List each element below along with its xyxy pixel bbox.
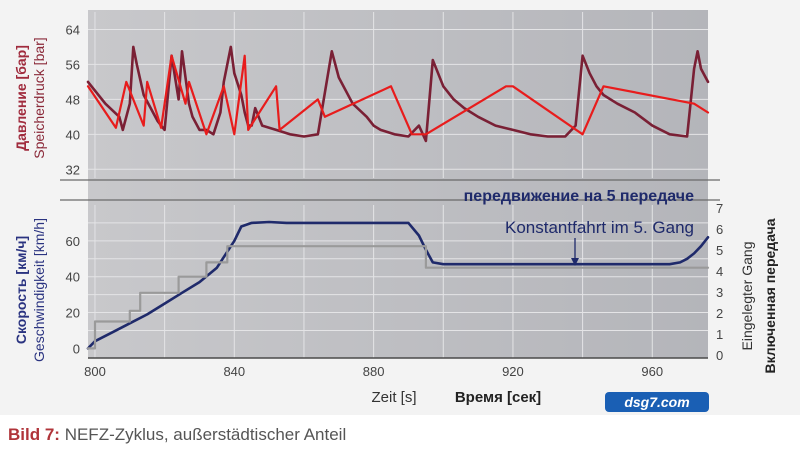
speed-tick-label: 40 <box>66 270 80 285</box>
pressure-line-red <box>86 54 710 136</box>
x-tick-label: 840 <box>223 364 245 379</box>
speed-tick-label: 60 <box>66 234 80 249</box>
pressure-series <box>86 45 710 143</box>
xlabel-ru: Время [сек] <box>455 389 541 406</box>
pressure-tick-label: 40 <box>66 127 80 142</box>
xlabel-de: Zeit [s] <box>371 389 416 406</box>
pressure-tick-label: 32 <box>66 162 80 177</box>
plot-background <box>88 10 708 358</box>
speed-ylabel-ru: Скорость [км/ч] <box>13 236 29 344</box>
annotation-de: Konstantfahrt im 5. Gang <box>505 218 694 237</box>
speed-series <box>86 220 710 350</box>
pressure-ylabel-de: Speicherdruck [bar] <box>31 37 47 158</box>
speed-gridlines <box>88 205 708 358</box>
watermark-badge <box>605 392 709 412</box>
caption-text: NEFZ-Zyklus, außerstädtischer Anteil <box>64 425 347 444</box>
gear-tick-label: 4 <box>716 264 723 279</box>
speed-tick-label: 0 <box>73 341 80 356</box>
gear-tick-label: 7 <box>716 201 723 216</box>
x-tick-label: 920 <box>502 364 524 379</box>
caption-label: Bild 7: <box>8 425 60 444</box>
gear-tick-label: 2 <box>716 306 723 321</box>
pressure-tick-label: 48 <box>66 92 80 107</box>
gear-tick-label: 1 <box>716 327 723 342</box>
figure-caption: Bild 7: NEFZ-Zyklus, außerstädtischer An… <box>8 425 346 445</box>
gear-ylabel-de: Eingelegter Gang <box>739 242 755 351</box>
gear-step-line <box>86 245 710 350</box>
annotation-ru: передвижение на 5 передаче <box>464 188 694 205</box>
speed-tick-labels: 0 20 40 60 <box>66 234 80 357</box>
x-tick-label: 800 <box>84 364 106 379</box>
speed-line <box>86 220 710 350</box>
x-tick-label: 960 <box>641 364 663 379</box>
pressure-ylabel-ru: Давление [бар] <box>13 45 29 151</box>
pressure-tick-labels: 32 40 48 56 64 <box>66 22 80 177</box>
gear-ylabel-ru: Включенная передача <box>762 218 778 373</box>
pressure-tick-label: 64 <box>66 22 80 37</box>
speed-ylabel-de: Geschwindigkeit [km/h] <box>31 218 47 362</box>
gear-tick-labels: 0 1 2 3 4 5 6 7 <box>716 201 723 363</box>
gear-tick-label: 6 <box>716 222 723 237</box>
gear-tick-label: 5 <box>716 243 723 258</box>
annotation-arrowhead <box>571 258 579 266</box>
pressure-tick-label: 56 <box>66 57 80 72</box>
x-tick-label: 880 <box>363 364 385 379</box>
gear-tick-label: 0 <box>716 348 723 363</box>
speed-tick-label: 20 <box>66 306 80 321</box>
pressure-line-dark <box>86 45 710 143</box>
x-tick-labels: 800 840 880 920 960 <box>84 364 663 379</box>
gear-tick-label: 3 <box>716 285 723 300</box>
watermark-text: dsg7.com <box>624 394 689 410</box>
